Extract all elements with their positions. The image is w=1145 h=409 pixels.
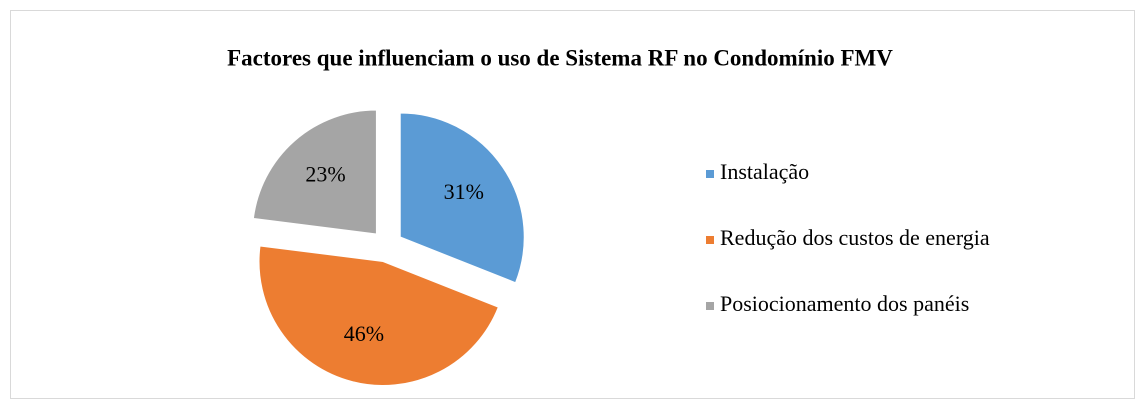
- data-label: 31%: [444, 179, 484, 204]
- legend-swatch: [706, 302, 714, 310]
- chart-title: Factores que influenciam o uso de Sistem…: [227, 45, 893, 70]
- legend-label: Instalação: [720, 159, 809, 184]
- data-label: 23%: [305, 161, 345, 186]
- chart-border: [10, 10, 1135, 399]
- data-label: 46%: [344, 321, 384, 346]
- pie-slice: [399, 112, 525, 284]
- legend-label: Redução dos custos de energia: [720, 225, 990, 250]
- pie-slice: [252, 109, 377, 235]
- legend-swatch: [706, 236, 714, 244]
- pie-slice: [258, 245, 499, 386]
- legend-swatch: [706, 170, 714, 178]
- legend-label: Posiocionamento dos panéis: [720, 291, 969, 316]
